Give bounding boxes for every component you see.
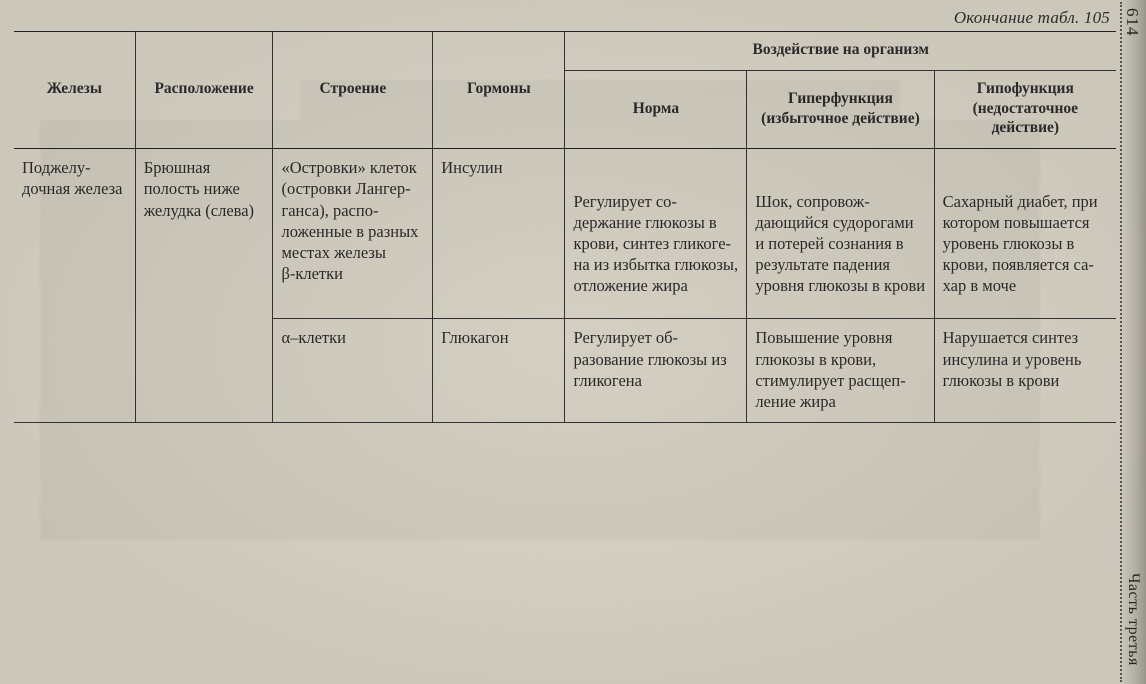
cell-structure: «Островки» клеток (ост­ровки Лангер­ганс… [273,149,433,319]
th-effect-group: Воздействие на организм [565,32,1116,71]
cell-hormone: Инсулин [433,149,565,319]
page-number: 614 [1122,8,1142,37]
page: 614 Часть третья Окончание табл. 105 Жел… [0,0,1146,684]
th-norm: Норма [565,70,747,148]
cell-hypo: Сахарный диа­бет, при кото­ром повышает­… [934,149,1116,319]
part-label: Часть третья [1124,573,1142,666]
table-row: Поджелу­дочная же­леза Брюшная полость н… [14,149,1116,319]
cell-gland: Поджелу­дочная же­леза [14,149,135,423]
cell-norm: Регулирует со­держание глю­козы в крови,… [565,149,747,319]
th-hypo: Гипофункция (недостаточное действие) [934,70,1116,148]
margin-dotted-rule [1120,2,1122,682]
table-caption: Окончание табл. 105 [14,8,1110,28]
cell-hormone: Глюкагон [433,319,565,422]
th-hyper: Гиперфункция (избыточное действие) [747,70,934,148]
th-gland: Железы [14,32,135,149]
cell-hyper: Шок, сопровож­дающийся судо­рогами и пот… [747,149,934,319]
cell-location: Брюшная полость ни­же желудка (слева) [135,149,273,423]
th-hormone: Гормоны [433,32,565,149]
cell-hypo: Нарушается синтез инсулина и уровень глю… [934,319,1116,422]
th-location: Расположение [135,32,273,149]
th-structure: Строение [273,32,433,149]
cell-hyper: Повышение уровня глюкозы в крови, стиму­… [747,319,934,422]
glands-table: Железы Расположение Строение Гормоны Воз… [14,31,1116,423]
cell-norm: Регулирует об­разование глю­козы из глик… [565,319,747,422]
cell-structure: α–клетки [273,319,433,422]
